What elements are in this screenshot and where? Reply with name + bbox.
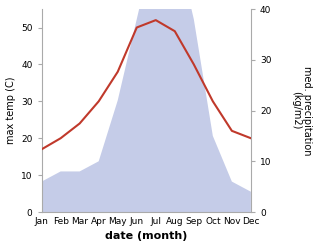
X-axis label: date (month): date (month) (105, 231, 187, 242)
Y-axis label: med. precipitation
(kg/m2): med. precipitation (kg/m2) (291, 66, 313, 155)
Y-axis label: max temp (C): max temp (C) (5, 77, 16, 144)
